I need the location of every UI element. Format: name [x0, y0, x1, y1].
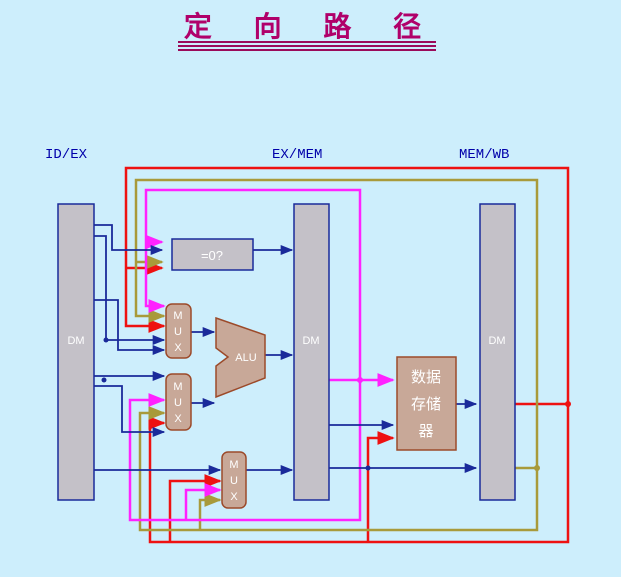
blue-datapath-wires [94, 224, 478, 476]
mux-char: X [174, 413, 182, 425]
blue-junction [101, 377, 107, 383]
alu-label: ALU [235, 352, 256, 364]
mem-wb-register: DM [479, 203, 516, 501]
red-junction [565, 401, 571, 407]
blue-junction [103, 337, 109, 343]
title-underline [178, 41, 436, 51]
ex-mem-label: EX/MEM [272, 147, 323, 163]
data-memory-line: 存储 [411, 396, 441, 413]
data-memory-line: 器 [418, 423, 433, 440]
zero-test-label: =0? [201, 248, 223, 263]
mux-char: X [230, 491, 238, 503]
blue-junction [365, 465, 371, 471]
mux-upper: M U X [165, 303, 192, 359]
title-text: 定 向 路 径 [183, 10, 438, 43]
mux-char: U [230, 475, 238, 487]
id-ex-register: DM [57, 203, 95, 501]
zero-test-unit: =0? [171, 238, 254, 271]
olive-forwarding-wires [134, 178, 539, 532]
mux-char: M [173, 310, 182, 322]
data-memory: 数据 存储 器 [396, 356, 457, 451]
mux-char: M [173, 381, 182, 393]
olive-junction [534, 465, 540, 471]
alu: ALU [215, 316, 266, 399]
mux-lower: M U X [165, 373, 192, 431]
id-ex-register-label: DM [67, 335, 84, 347]
mux-char: U [174, 397, 182, 409]
mux-char: M [229, 459, 238, 471]
magenta-junction [357, 377, 363, 383]
ex-mem-register: DM [293, 203, 330, 501]
id-ex-label: ID/EX [45, 147, 88, 163]
mux-char: X [174, 342, 182, 354]
magenta-forwarding-wires [128, 188, 395, 522]
mem-wb-register-label: DM [488, 335, 505, 347]
mux-store: M U X [221, 451, 247, 509]
data-memory-line: 数据 [411, 369, 441, 386]
mem-wb-label: MEM/WB [459, 147, 510, 163]
title: 定 向 路 径 [0, 5, 621, 45]
ex-mem-register-label: DM [302, 335, 319, 347]
mux-char: U [174, 326, 182, 338]
